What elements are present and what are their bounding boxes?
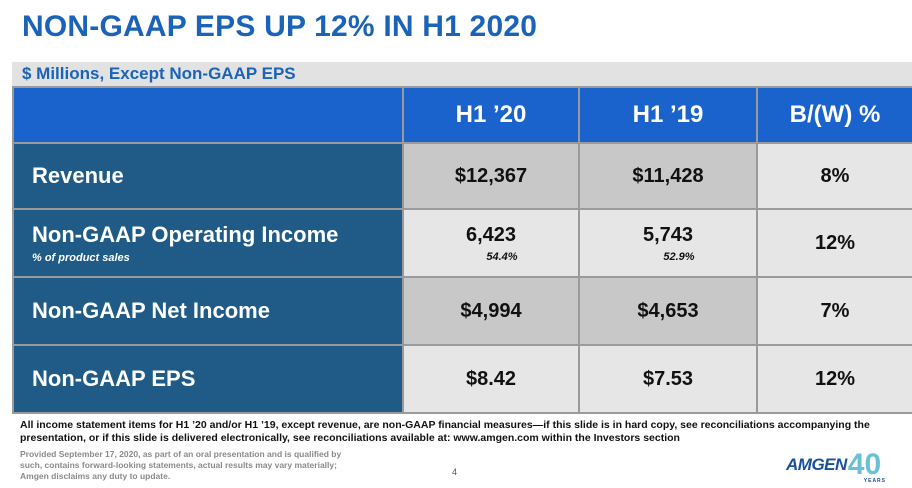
cell-operating-income-h1-19: 5,743 52.9% [580, 210, 756, 276]
row-label-text: Non-GAAP Operating Income [32, 222, 339, 247]
cell-net-income-h1-19: $4,653 [580, 278, 756, 344]
logo-anniversary-number: 40 YEARS [847, 448, 885, 484]
cell-value: 12% [814, 367, 856, 390]
cell-operating-income-bw: 12% [758, 210, 912, 276]
row-label-text: Non-GAAP EPS [32, 366, 196, 391]
page-number: 4 [452, 467, 458, 477]
logo-years: YEARS [863, 478, 887, 484]
row-label-operating-income: Non-GAAP Operating Income % of product s… [14, 210, 402, 276]
cell-value: $11,428 [632, 164, 704, 187]
cell-value: 8% [820, 164, 850, 187]
cell-subvalue: 52.9% [663, 250, 695, 263]
logo-number: 40 [847, 448, 882, 481]
cell-value: 7% [820, 299, 850, 322]
cell-value: $7.53 [642, 367, 694, 390]
footnote: All income statement items for H1 ’20 an… [20, 419, 870, 444]
column-header-bw-pct: B/(W) % [758, 88, 912, 142]
cell-value: 12% [814, 231, 856, 254]
cell-revenue-h1-20: $12,367 [404, 144, 578, 208]
subheading: $ Millions, Except Non-GAAP EPS [22, 64, 296, 83]
logo-text: AMGEN [786, 455, 847, 474]
cell-value: $8.42 [465, 367, 517, 390]
row-label-text: Revenue [32, 163, 124, 188]
cell-subvalue: 54.4% [486, 250, 518, 263]
row-label-text: Non-GAAP Net Income [32, 298, 270, 323]
cell-revenue-h1-19: $11,428 [580, 144, 756, 208]
cell-value: 6,423 [465, 223, 517, 246]
cell-eps-h1-19: $7.53 [580, 346, 756, 412]
disclaimer: Provided September 17, 2020, as part of … [20, 449, 342, 481]
cell-value: $12,367 [454, 164, 528, 187]
cell-net-income-h1-20: $4,994 [404, 278, 578, 344]
page-title: NON-GAAP EPS UP 12% IN H1 2020 [22, 10, 538, 43]
cell-value: $4,653 [637, 299, 699, 322]
cell-eps-bw: 12% [758, 346, 912, 412]
header-blank-cell [14, 88, 402, 142]
cell-value: 5,743 [642, 223, 694, 246]
subheading-bar [12, 62, 912, 86]
cell-net-income-bw: 7% [758, 278, 912, 344]
column-header-h1-20: H1 ’20 [404, 88, 578, 142]
cell-eps-h1-20: $8.42 [404, 346, 578, 412]
row-label-revenue: Revenue [14, 144, 402, 208]
column-header-h1-19: H1 ’19 [580, 88, 756, 142]
amgen-logo: AMGEN 40 YEARS [786, 447, 885, 484]
financial-table: H1 ’20 H1 ’19 B/(W) % Revenue $12,367 $1… [12, 86, 912, 414]
row-sublabel-text: % of product sales [32, 252, 130, 264]
cell-revenue-bw: 8% [758, 144, 912, 208]
cell-operating-income-h1-20: 6,423 54.4% [404, 210, 578, 276]
cell-value: $4,994 [460, 299, 522, 322]
row-label-net-income: Non-GAAP Net Income [14, 278, 402, 344]
row-label-eps: Non-GAAP EPS [14, 346, 402, 412]
